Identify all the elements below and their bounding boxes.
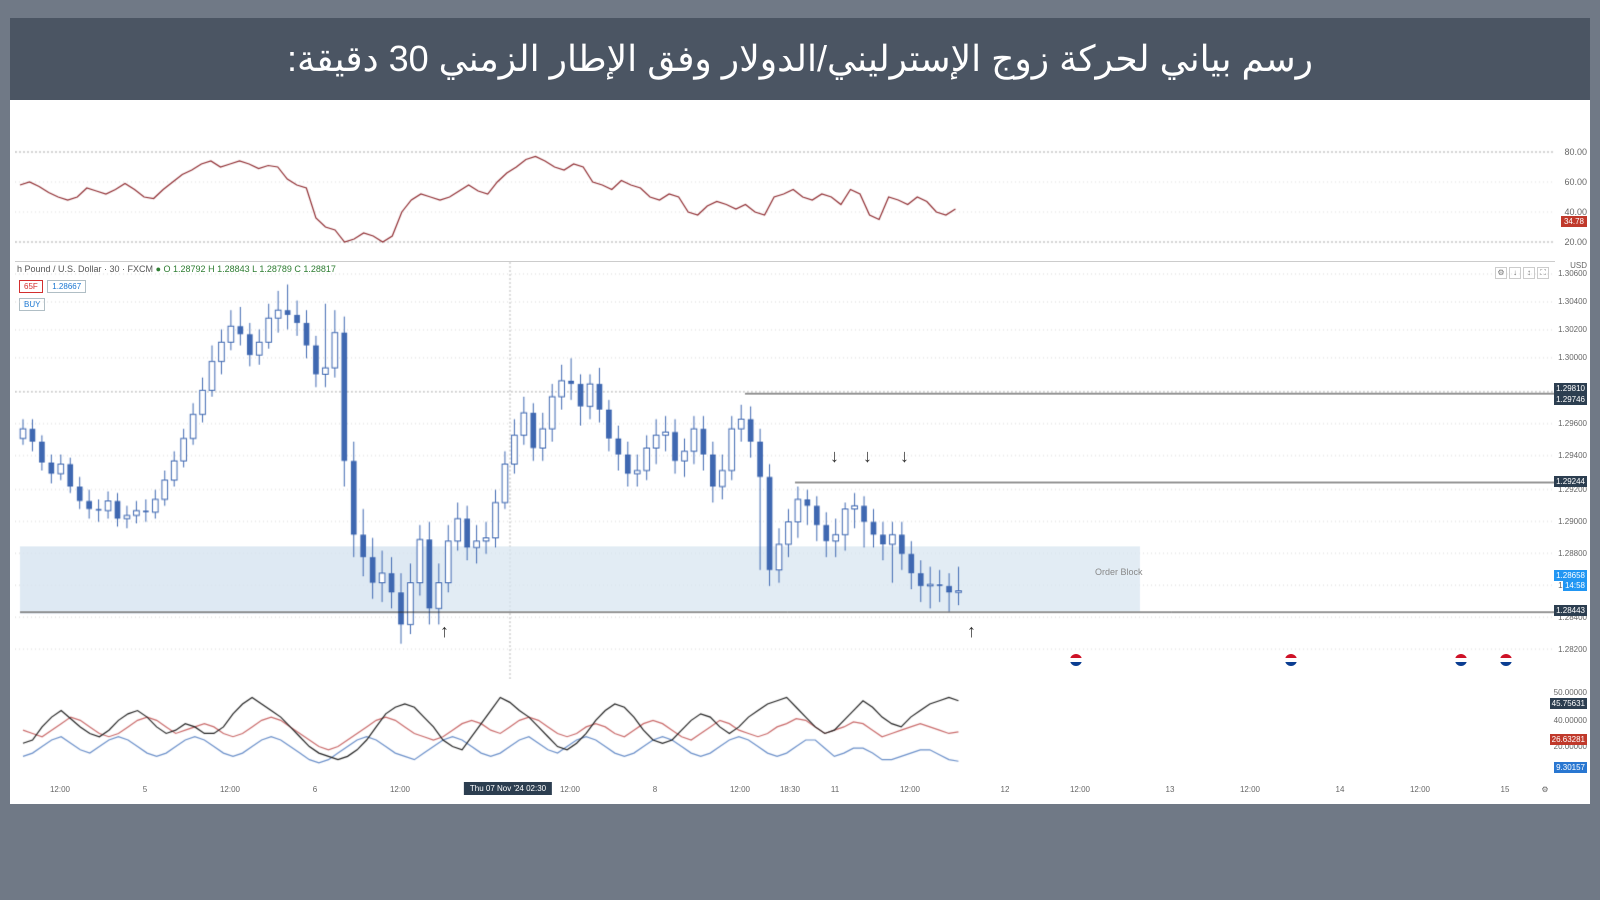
- time-tick: 13: [1166, 785, 1175, 794]
- price-tick: 1.29400: [1558, 451, 1587, 460]
- gear-icon[interactable]: ⚙: [1541, 785, 1548, 794]
- time-tick: 12:00: [220, 785, 240, 794]
- rsi-current-tag: 34.78: [1561, 216, 1587, 227]
- time-tick: 18:30: [780, 785, 800, 794]
- osc-tag: 26.63281: [1550, 734, 1587, 745]
- flag-icon: [1070, 654, 1082, 666]
- price-tick: 1.28200: [1558, 645, 1587, 654]
- price-tick: 1.30000: [1558, 353, 1587, 362]
- rsi-tick: 20.00: [1564, 237, 1587, 247]
- time-tick: 12:00: [900, 785, 920, 794]
- price-tag: 1.29810: [1554, 383, 1587, 394]
- flag-icon: [1285, 654, 1297, 666]
- osc-tag: 45.75631: [1550, 698, 1587, 709]
- toolbar-icons: ⚙↓↕⛶: [1494, 262, 1550, 280]
- rsi-tick: 80.00: [1564, 147, 1587, 157]
- price-tick: 1.28800: [1558, 549, 1587, 558]
- price-tag: 1.29746: [1554, 394, 1587, 405]
- price-tick: 1.30200: [1558, 325, 1587, 334]
- arrow-up-icon: ↑: [440, 622, 449, 640]
- flag-icon: [1500, 654, 1512, 666]
- osc-tag: 9.30157: [1554, 762, 1587, 773]
- price-canvas: [15, 262, 1555, 679]
- rsi-panel: [15, 146, 1555, 254]
- chart-area[interactable]: 80.0060.0040.0020.0034.78 h Pound / U.S.…: [10, 146, 1590, 804]
- price-tick: 1.30600: [1558, 269, 1587, 278]
- time-tick: 12:00: [730, 785, 750, 794]
- price-tick: 1.30400: [1558, 297, 1587, 306]
- order-block-label: Order Block: [1095, 567, 1143, 577]
- time-crosshair-tag: Thu 07 Nov '24 02:30: [464, 782, 552, 795]
- time-tick: 15: [1501, 785, 1510, 794]
- oscillator-axis: 50.0000040.0000020.0000045.7563126.63281…: [1552, 686, 1587, 776]
- time-tick: 12:00: [560, 785, 580, 794]
- flag-icon: [1455, 654, 1467, 666]
- osc-tick: 50.00000: [1554, 688, 1587, 697]
- header-title: رسم بياني لحركة زوج الإسترليني/الدولار و…: [10, 18, 1590, 100]
- toolbar-icon[interactable]: ↕: [1523, 267, 1535, 279]
- time-tick: 11: [831, 785, 839, 794]
- time-tick: 12:00: [1070, 785, 1090, 794]
- time-tick: 12: [1001, 785, 1010, 794]
- chart-frame: رسم بياني لحركة زوج الإسترليني/الدولار و…: [10, 18, 1590, 788]
- time-tick: 5: [143, 785, 147, 794]
- time-tick: 12:00: [1240, 785, 1260, 794]
- price-tick: 1.29600: [1558, 419, 1587, 428]
- price-tick: 1.29000: [1558, 517, 1587, 526]
- time-axis: 12:00 5 12:00 6 12:00 12:00 8 12:00 18:30 11 12:00…: [15, 782, 1555, 804]
- oscillator-panel: [15, 686, 1555, 776]
- price-tag: 1.28443: [1554, 605, 1587, 616]
- arrow-up-icon: ↑: [967, 622, 976, 640]
- arrow-down-icon: ↓: [900, 447, 909, 465]
- time-tick: 12:00: [390, 785, 410, 794]
- time-tick: 8: [653, 785, 657, 794]
- arrow-down-icon: ↓: [863, 447, 872, 465]
- time-tick: 14: [1336, 785, 1345, 794]
- toolbar-icon[interactable]: ⚙: [1495, 267, 1507, 279]
- time-tick: 6: [313, 785, 317, 794]
- toolbar-icon[interactable]: ↓: [1509, 267, 1521, 279]
- time-tick: 12:00: [1410, 785, 1430, 794]
- arrow-down-icon: ↓: [830, 447, 839, 465]
- time-tick: 12:00: [50, 785, 70, 794]
- price-panel: h Pound / U.S. Dollar · 30 · FXCM ● O 1.…: [15, 261, 1555, 679]
- toolbar-icon[interactable]: ⛶: [1537, 267, 1549, 279]
- price-tag: 14:58: [1563, 580, 1587, 591]
- rsi-axis: 80.0060.0040.0020.0034.78: [1555, 146, 1587, 254]
- price-axis: USD 1.306001.304001.302001.300001.298001…: [1552, 261, 1587, 679]
- oscillator-canvas: [15, 686, 1555, 776]
- price-tag: 1.29244: [1554, 476, 1587, 487]
- osc-tick: 40.00000: [1554, 716, 1587, 725]
- rsi-canvas: [15, 146, 1555, 254]
- rsi-tick: 60.00: [1564, 177, 1587, 187]
